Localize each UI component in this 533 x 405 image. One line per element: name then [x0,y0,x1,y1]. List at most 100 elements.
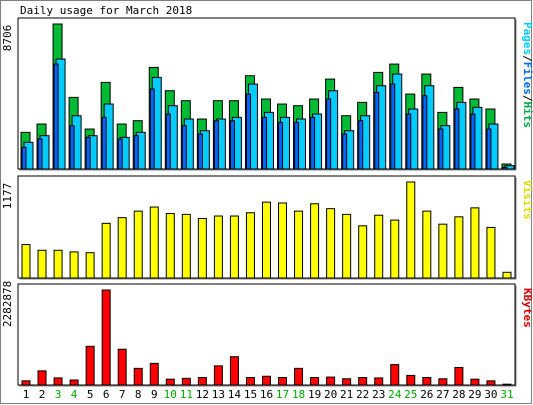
pages-bar-day-15 [245,93,251,170]
kbytes-bar-day-8 [133,367,143,386]
x-tick-label-day-3: 3 [55,388,62,401]
pages-bar-day-22 [358,120,364,170]
x-tick-label-day-11: 11 [180,388,193,401]
kbytes-bar-day-28 [454,367,464,386]
visits-bar-day-19 [310,203,320,279]
visits-bar-day-16 [261,201,271,279]
kbytes-bar-day-15 [245,377,255,386]
visits-bar-day-26 [422,210,432,279]
x-tick-label-day-19: 19 [308,388,321,401]
kbytes-panel: 2282878 KBytes [1,281,533,387]
kbytes-bar-day-6 [101,289,111,386]
x-tick-label-day-31: 31 [500,388,513,401]
pages-bar-day-18 [294,121,300,170]
x-tick-label-day-5: 5 [87,388,94,401]
x-tick-label-day-14: 14 [228,388,242,401]
kbytes-bar-day-21 [342,378,352,386]
visits-bar-day-7 [117,217,127,279]
pages-bar-day-25 [406,113,412,170]
kbytes-bar-day-24 [390,364,400,386]
kbytes-panel-frame [17,283,516,386]
pages-bar-day-13 [213,120,219,170]
kbytes-bar-day-7 [117,348,127,386]
pages-bar-day-14 [229,120,235,170]
kbytes-bar-day-18 [294,367,304,386]
kbytes-bar-day-27 [438,378,448,386]
hits-side-label: Pages/Files/Hits [521,22,533,128]
kbytes-bar-day-30 [486,380,496,386]
pages-bar-day-3 [53,63,59,170]
hits-files-pages-panel: 8706 Pages/Files/Hits [1,17,533,171]
visits-bar-day-5 [85,252,95,279]
kbytes-bar-day-17 [278,377,288,386]
x-tick-label-day-21: 21 [340,388,353,401]
x-tick-label-day-23: 23 [372,388,385,401]
x-tick-label-day-28: 28 [452,388,465,401]
visits-bar-day-20 [326,208,336,279]
kbytes-bar-day-4 [69,379,79,386]
pages-bar-day-29 [470,113,476,170]
x-tick-label-day-24: 24 [388,388,402,401]
visits-bar-day-21 [342,213,352,279]
x-tick-label-day-8: 8 [135,388,142,401]
hits-legend-files: Files [521,62,533,95]
visits-bar-day-6 [101,222,111,279]
kbytes-bar-day-22 [358,377,368,386]
x-tick-label-day-4: 4 [71,388,78,401]
x-tick-label-day-30: 30 [484,388,497,401]
kbytes-bar-day-3 [53,377,63,386]
visits-bar-day-4 [69,251,79,279]
visits-bar-day-3 [53,249,63,279]
visits-legend-visits: Visits [521,180,533,220]
visits-bar-day-27 [438,223,448,279]
pages-bar-day-12 [197,133,203,170]
kbytes-legend-kbytes: KBytes [521,288,533,328]
hits-legend-separator: / [521,95,533,102]
visits-bar-day-17 [278,202,288,279]
x-tick-label-day-6: 6 [103,388,110,401]
x-tick-label-day-29: 29 [468,388,481,401]
visits-bar-day-29 [470,207,480,279]
visits-panel: 1177 Visits [1,175,533,280]
pages-bar-day-5 [85,136,91,170]
visits-bar-day-8 [133,210,143,279]
visits-bar-day-9 [149,206,159,279]
visits-bar-day-24 [390,219,400,279]
pages-bar-day-19 [310,116,316,170]
x-tick-label-day-20: 20 [324,388,337,401]
pages-bar-day-31 [502,166,508,170]
x-tick-label-day-17: 17 [276,388,289,401]
x-tick-label-day-27: 27 [436,388,449,401]
pages-bar-day-21 [342,133,348,170]
x-tick-label-day-1: 1 [23,388,30,401]
x-axis-labels: 1 2 3 4 5 6 7 8 9 10 11 12 13 14 15 16 17 18 19 20 21 22 23 24 2… [23,388,514,401]
pages-bar-day-9 [149,88,155,170]
pages-bar-day-11 [181,125,187,170]
x-tick-label-day-25: 25 [404,388,417,401]
kbytes-bar-day-26 [422,377,432,386]
hits-legend-pages: Pages [521,22,533,55]
kbytes-side-label: KBytes [521,288,533,328]
pages-bar-day-7 [117,138,123,170]
visits-bar-day-12 [197,217,207,279]
x-tick-label-day-2: 2 [39,388,46,401]
pages-bar-day-26 [422,95,428,170]
visits-bar-day-2 [37,249,47,279]
kbytes-bar-day-10 [165,378,175,386]
kbytes-max-label: 2282878 [1,281,14,327]
visits-bar-day-30 [486,226,496,279]
pages-bar-day-6 [101,116,107,170]
pages-bar-day-2 [37,138,43,170]
x-tick-label-day-9: 9 [151,388,158,401]
x-tick-label-day-15: 15 [244,388,257,401]
pages-bar-day-28 [454,108,460,170]
kbytes-bar-day-11 [181,377,191,386]
visits-bar-day-28 [454,216,464,279]
hits-legend-hits: Hits [521,102,533,129]
hits-max-label: 8706 [1,25,14,52]
kbytes-bar-day-13 [213,365,223,386]
kbytes-bar-day-20 [326,376,336,386]
visits-max-label: 1177 [1,183,14,210]
pages-bar-day-16 [261,116,267,170]
